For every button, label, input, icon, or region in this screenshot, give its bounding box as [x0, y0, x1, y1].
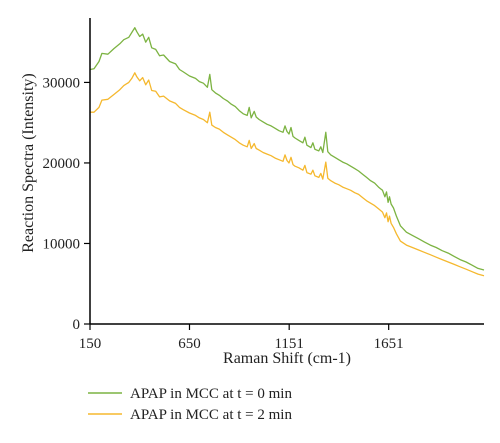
legend-label-1: APAP in MCC at t = 0 min: [130, 386, 292, 402]
x-tick-label: 650: [178, 336, 201, 352]
chart-legend: APAP in MCC at t = 0 min APAP in MCC at t…: [88, 386, 292, 423]
x-tick-label: 1151: [274, 336, 303, 352]
x-tick-label: 150: [79, 336, 102, 352]
series-line-1: [89, 27, 485, 271]
y-tick-label: 20000: [43, 156, 81, 172]
y-tick-label: 10000: [43, 236, 81, 252]
legend-label-2: APAP in MCC at t = 2 min: [130, 407, 292, 423]
y-axis-ticks: 0 10000 20000 30000: [43, 75, 90, 333]
x-axis-label: Raman Shift (cm-1): [223, 350, 351, 367]
plot-lines: [89, 27, 485, 277]
series-line-2: [90, 72, 485, 277]
y-tick-label: 0: [73, 317, 81, 333]
x-axis-ticks: 150 650 1151 1651: [79, 324, 404, 352]
y-axis-label: Reaction Spectra (Intensity): [20, 73, 37, 253]
y-tick-label: 30000: [43, 75, 81, 91]
x-tick-label: 1651: [374, 336, 404, 352]
